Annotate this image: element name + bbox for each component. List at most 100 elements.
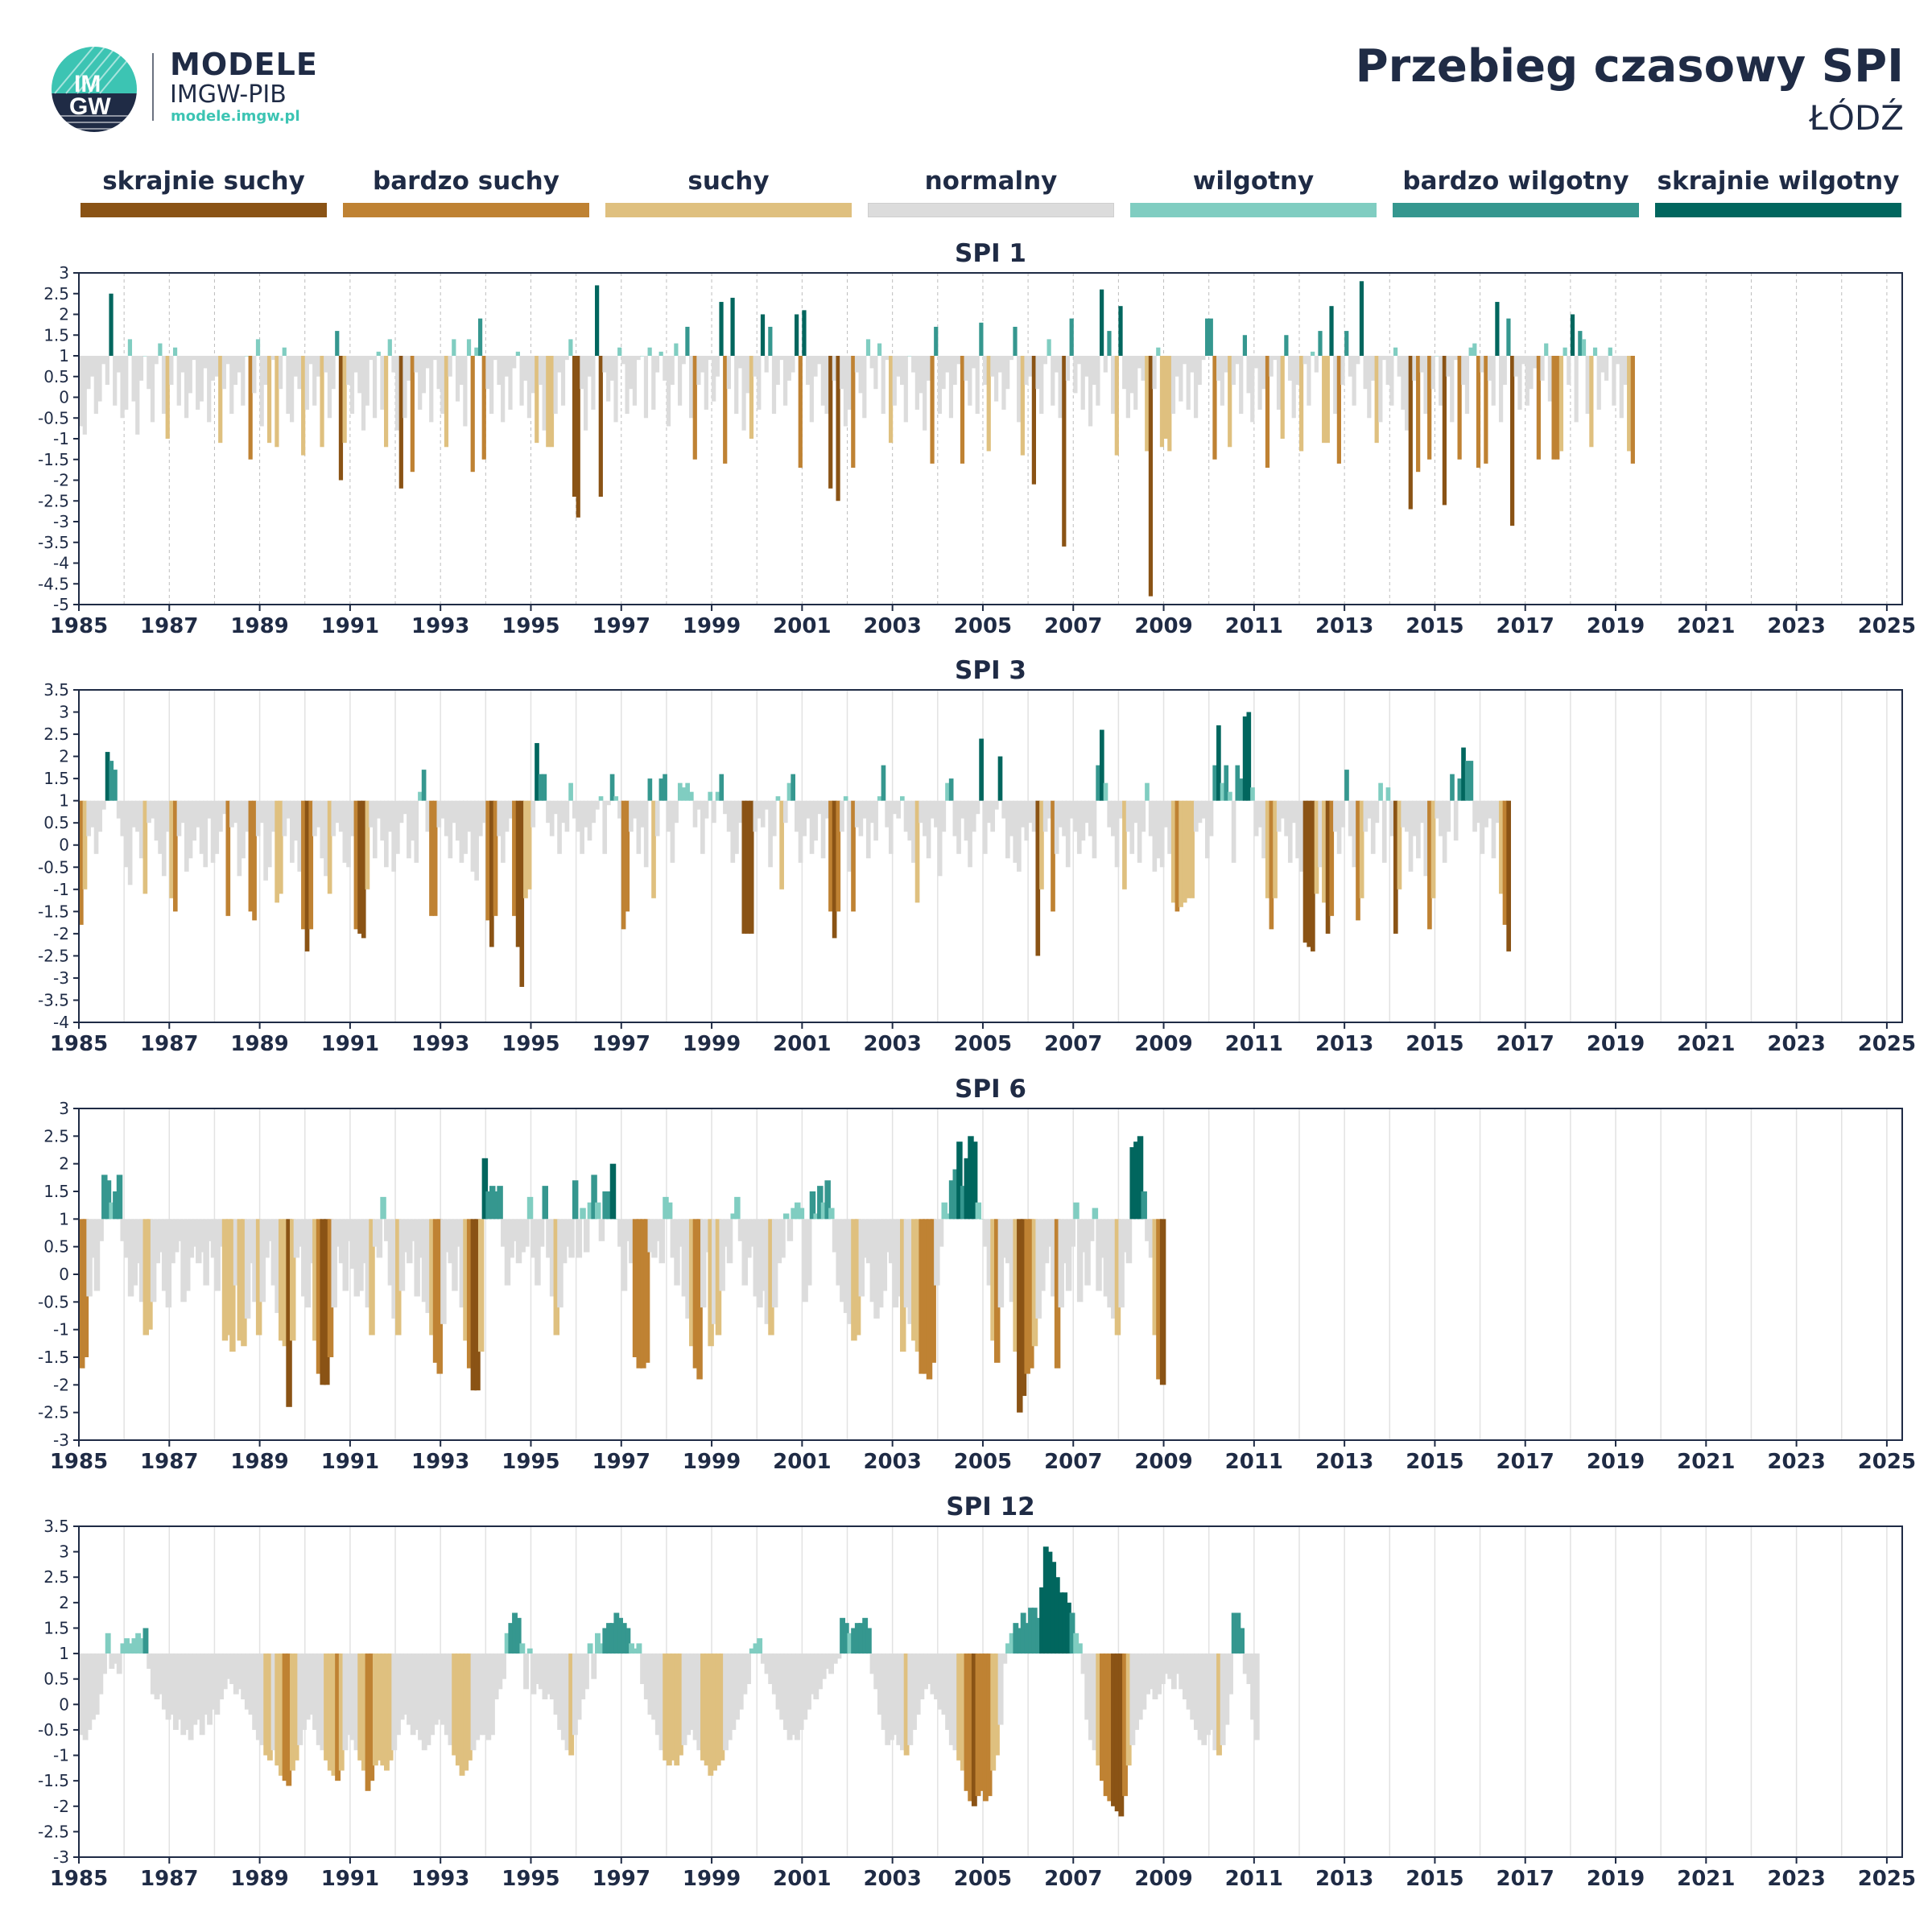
spi-bar	[840, 356, 844, 390]
spi-bar	[753, 356, 758, 377]
spi-bar	[82, 1219, 89, 1357]
spi-bar	[858, 800, 864, 836]
spi-bar	[791, 1208, 797, 1220]
spi-bar	[1273, 356, 1278, 361]
spi-bar	[1295, 356, 1300, 386]
spi-bar	[1439, 356, 1443, 406]
spi-bar	[1435, 356, 1439, 357]
spi-bar	[851, 1219, 857, 1341]
spi-bar	[941, 800, 947, 832]
spi-bar	[809, 1191, 816, 1220]
spi-bar	[1208, 318, 1213, 356]
spi-bar	[734, 1196, 741, 1220]
spi-bar	[184, 1653, 190, 1730]
x-tick-label: 1995	[502, 1032, 559, 1056]
brand-url[interactable]: modele.imgw.pl	[171, 108, 300, 125]
y-tick-label: 1.5	[43, 1182, 69, 1201]
spi-bar	[1367, 800, 1372, 819]
x-tick-label: 1997	[592, 1450, 650, 1474]
spi-bar	[1616, 356, 1620, 365]
spi-bar	[700, 800, 705, 854]
spi-bar	[696, 1219, 703, 1380]
y-tick-label: 1	[59, 1644, 69, 1663]
spi-bar	[131, 1219, 138, 1286]
spi-bar	[278, 356, 283, 390]
spi-bar	[176, 800, 182, 836]
spi-bar	[982, 356, 988, 386]
spi-bar	[591, 1174, 597, 1220]
spi-bar	[1103, 356, 1108, 373]
spi-bar	[651, 1653, 658, 1720]
spi-bar	[1329, 306, 1334, 356]
spi-bar	[651, 356, 656, 410]
spi-bar	[712, 356, 716, 402]
spi-bar	[885, 356, 890, 361]
spi-bar	[391, 1653, 398, 1751]
spi-bar	[546, 1653, 552, 1695]
legend-label: suchy	[687, 167, 770, 196]
spi-bar	[79, 356, 84, 427]
spi-bar	[538, 774, 543, 801]
y-tick-label: -0.5	[38, 857, 69, 877]
spi-bar	[968, 1136, 974, 1220]
spi-bar	[568, 1219, 575, 1258]
spi-bar	[692, 800, 698, 828]
spi-bar	[497, 800, 502, 836]
spi-bar	[142, 1628, 149, 1654]
spi-bar	[221, 800, 227, 815]
spi-bar	[843, 1623, 849, 1654]
spi-bar	[270, 1219, 278, 1286]
spi-bar	[384, 1653, 390, 1771]
spi-bar	[923, 356, 927, 431]
spi-bar	[937, 1653, 943, 1710]
spi-bar	[1302, 800, 1308, 943]
x-tick-label: 2005	[954, 1867, 1012, 1891]
spi-bar	[1581, 339, 1587, 356]
spi-bar	[674, 343, 679, 356]
spi-bar	[255, 800, 261, 836]
spi-bar	[335, 1219, 341, 1247]
spi-bar	[286, 1219, 292, 1407]
spi-bar	[407, 800, 411, 859]
spi-bar	[926, 1653, 932, 1685]
spi-bar	[221, 1653, 228, 1690]
spi-bar	[316, 1219, 323, 1374]
spi-bar	[349, 356, 355, 415]
spi-bar	[535, 356, 539, 444]
spi-bar	[1062, 800, 1067, 836]
spi-bar	[1619, 356, 1624, 419]
y-tick-label: 1.5	[43, 325, 69, 345]
spi-bar	[1167, 1653, 1174, 1679]
spi-bar	[459, 1653, 465, 1776]
y-tick-label: 2	[59, 1593, 69, 1612]
spi-bar	[466, 1219, 473, 1368]
spi-bar	[158, 800, 163, 854]
spi-bar	[681, 1219, 688, 1297]
spi-bar	[407, 1219, 413, 1264]
x-tick-label: 1985	[50, 1867, 108, 1891]
spi-bar	[184, 356, 189, 419]
spi-bar	[342, 1219, 349, 1291]
spi-bar	[840, 1617, 846, 1654]
spi-bar	[466, 1653, 473, 1761]
spi-bar	[952, 800, 958, 836]
spi-bar	[1118, 306, 1123, 356]
spi-bar	[1058, 1219, 1064, 1308]
spi-bar	[1111, 1653, 1117, 1806]
spi-bar	[1046, 1219, 1053, 1247]
spi-bar	[485, 800, 490, 921]
spi-bar	[595, 1633, 601, 1654]
spi-bar	[1051, 800, 1055, 912]
spi-bar	[147, 356, 151, 390]
spi-bar	[1096, 356, 1100, 406]
spi-bar	[881, 1219, 888, 1291]
spi-bar	[470, 356, 475, 473]
spi-bar	[116, 356, 121, 373]
spi-bar	[425, 1653, 431, 1745]
spi-bar	[1017, 800, 1022, 872]
x-tick-label: 2019	[1587, 1867, 1645, 1891]
spi-bar	[798, 356, 803, 469]
spi-bar	[598, 1643, 605, 1654]
y-tick-label: 2.5	[43, 1126, 69, 1146]
spi-bar	[1114, 800, 1120, 868]
